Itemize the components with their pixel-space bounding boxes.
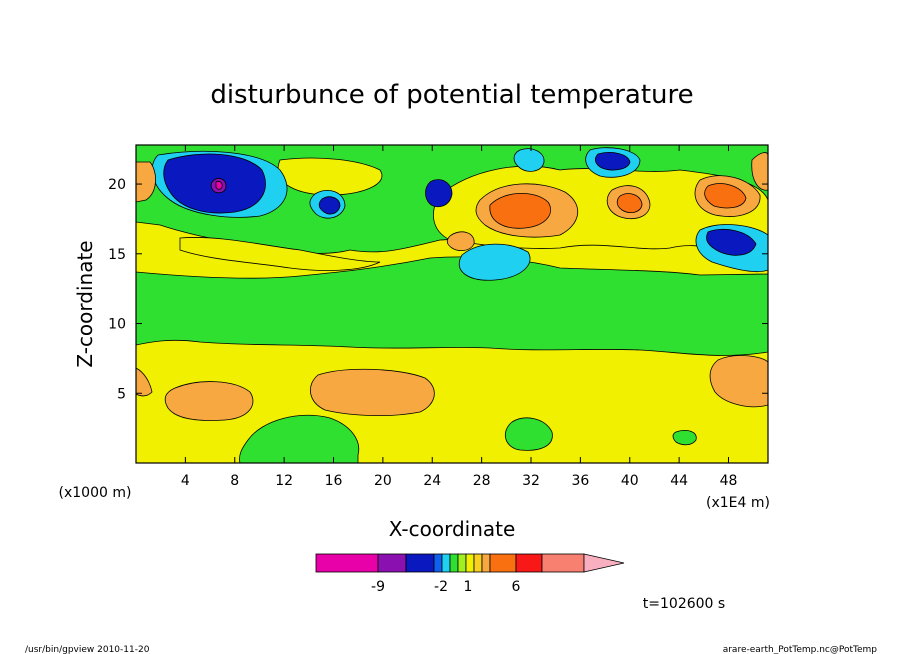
- orangered-right: [616, 193, 643, 213]
- colorbar-tick-label: 6: [512, 579, 521, 595]
- green-bottom-mid: [504, 417, 553, 451]
- colorbar-cell: [405, 553, 435, 573]
- orange-edge-left: [136, 161, 156, 203]
- x-tick-label: 32: [522, 473, 540, 489]
- orangered-center: [489, 192, 551, 229]
- blue-top-right: [594, 152, 631, 171]
- orange-edge-right: [751, 152, 768, 191]
- orange-lower-mid: [310, 368, 435, 417]
- orange-small: [446, 231, 475, 252]
- colorbar-cell: [481, 553, 491, 573]
- colorbar-arrow: [583, 553, 625, 573]
- x-tick-label: 8: [230, 473, 239, 489]
- colorbar-tick-label: 1: [464, 579, 473, 595]
- colorbar-cell: [433, 553, 443, 573]
- y-tick-label: 15: [108, 247, 126, 263]
- orange-lower-edge: [136, 367, 153, 397]
- colorbar-cell: [473, 553, 483, 573]
- orangered-far-right: [704, 183, 747, 209]
- yellow-mid: [179, 237, 381, 271]
- green-band: [136, 256, 768, 356]
- time-label: t=102600 s: [643, 596, 725, 612]
- colorbar-ticks: -9 -2 1 6: [371, 579, 521, 595]
- colorbar-tick-label: -2: [434, 579, 448, 595]
- colorbar-cell: [541, 553, 585, 573]
- y-tick-label: 5: [117, 386, 126, 402]
- orange-lower-right: [709, 355, 768, 408]
- x-tick-label: 28: [473, 473, 491, 489]
- cyan-small: [513, 148, 545, 172]
- y-axis-label: Z-coordinate: [73, 240, 97, 367]
- colorbar-cell: [489, 553, 517, 573]
- y-tick-label: 10: [108, 317, 126, 333]
- blue-right: [706, 228, 757, 256]
- x-tick-label: 48: [720, 473, 738, 489]
- chart-title: disturbunce of potential temperature: [210, 80, 693, 110]
- colorbar-cell: [457, 553, 467, 573]
- colorbar-tick-label: -9: [371, 579, 385, 595]
- footer-right: arare-earth_PotTemp.nc@PotTemp: [723, 645, 878, 654]
- blue-small-2: [318, 196, 341, 215]
- x-tick-label: 36: [571, 473, 589, 489]
- footer-left: /usr/bin/gpview 2010-11-20: [25, 645, 150, 654]
- y-tick-label: 20: [108, 177, 126, 193]
- colorbar-cell: [441, 553, 451, 573]
- x-unit-right: (x1E4 m): [706, 495, 770, 511]
- x-tick-label: 44: [670, 473, 688, 489]
- cyan-mid: [458, 243, 531, 281]
- x-axis-label: X-coordinate: [389, 517, 516, 541]
- x-tick-label: 24: [423, 473, 441, 489]
- colorbar-cell: [377, 553, 407, 573]
- x-tick-label: 40: [621, 473, 639, 489]
- y-ticks: 5 10 15 20: [108, 177, 768, 402]
- x-ticks: 4 8 12 16 20 24 28 32 36 40 44 48: [181, 145, 738, 489]
- x-tick-label: 16: [325, 473, 343, 489]
- colorbar-cell: [515, 553, 543, 573]
- green-bottom-left: [239, 414, 360, 463]
- x-unit-left: (x1000 m): [59, 485, 132, 501]
- orange-lower-left: [164, 381, 254, 421]
- blue-small: [425, 179, 453, 208]
- magenta-core: [215, 180, 223, 190]
- x-tick-label: 12: [275, 473, 293, 489]
- colorbar: [315, 553, 625, 573]
- yellow-patch-top: [277, 157, 383, 196]
- colorbar-cell: [449, 553, 459, 573]
- colorbar-cell: [315, 553, 379, 573]
- x-tick-label: 4: [181, 473, 190, 489]
- colorbar-cell: [465, 553, 475, 573]
- x-tick-label: 20: [374, 473, 392, 489]
- plot-frame: [135, 144, 769, 464]
- green-bottom-right: [672, 430, 697, 446]
